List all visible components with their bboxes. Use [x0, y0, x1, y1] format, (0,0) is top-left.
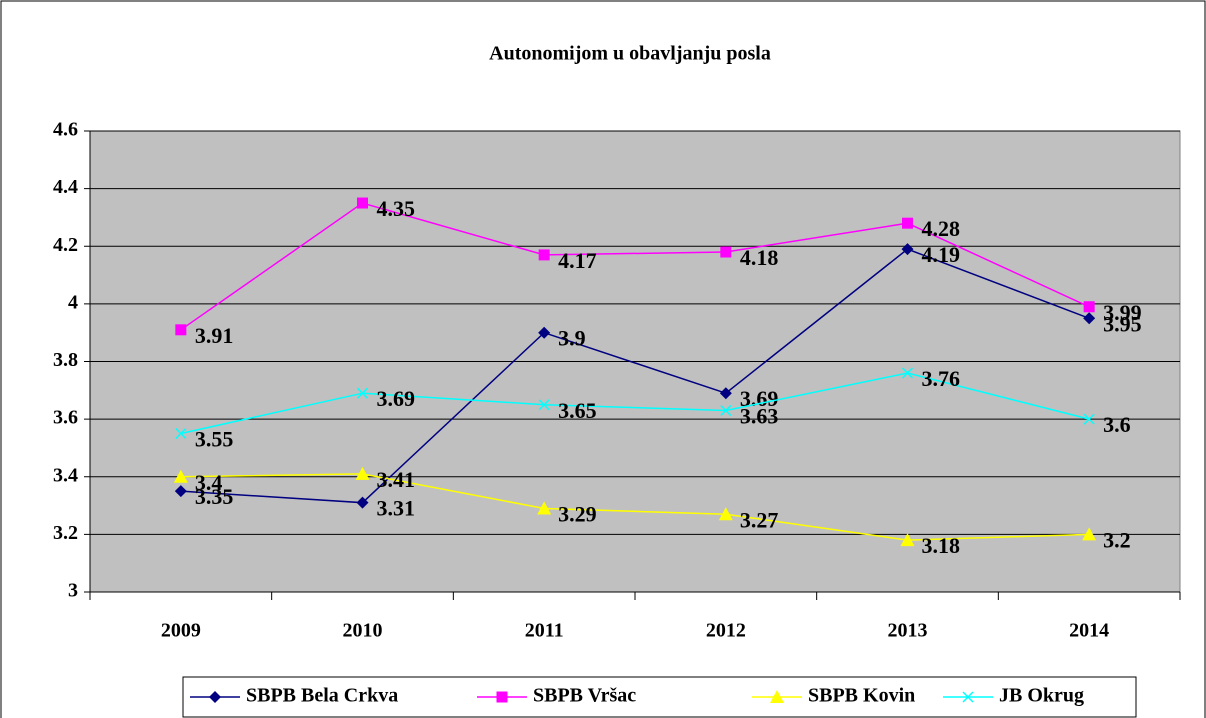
data-label: 4.28	[922, 216, 961, 241]
data-label: 3.31	[377, 496, 416, 521]
series-line	[180, 372, 1090, 435]
data-label: 3.69	[377, 386, 416, 411]
legend-label: SBPB Bela Crkva	[246, 685, 398, 707]
data-label: 3.63	[740, 404, 779, 429]
data-label: 3.41	[377, 467, 416, 492]
marker	[901, 367, 914, 379]
x-tick-label: 2012	[706, 620, 746, 642]
data-label: 3.69	[740, 386, 779, 411]
data-label: 3.9	[558, 326, 586, 351]
chart-title: Autonomijom u obavljanju posla	[489, 43, 771, 65]
marker	[175, 428, 187, 440]
legend-label: SBPB Kovin	[808, 685, 915, 707]
marker	[1083, 301, 1095, 313]
legend-label: SBPB Vršac	[533, 685, 636, 707]
marker	[901, 243, 914, 256]
data-label: 3.4	[195, 470, 223, 495]
marker	[174, 485, 187, 498]
marker	[355, 466, 370, 480]
marker	[175, 324, 187, 336]
legend-label: JB Okrug	[999, 685, 1084, 707]
marker	[496, 691, 508, 703]
marker	[356, 496, 369, 509]
marker	[962, 691, 974, 703]
marker	[357, 197, 368, 209]
y-tick-label: 3.8	[53, 349, 78, 371]
data-label: 3.2	[1103, 527, 1131, 552]
data-label: 4.18	[740, 245, 779, 270]
marker	[900, 533, 915, 547]
x-tick-label: 2009	[161, 620, 201, 642]
marker	[538, 399, 550, 411]
data-label: 4.17	[558, 248, 597, 273]
data-label: 3.55	[195, 427, 234, 452]
marker	[537, 501, 552, 515]
marker	[538, 249, 550, 261]
marker	[902, 217, 913, 229]
data-label: 3.35	[195, 484, 234, 509]
marker	[720, 404, 732, 417]
y-tick-label: 3.4	[53, 464, 78, 486]
data-label: 4.19	[922, 242, 961, 267]
marker	[770, 690, 784, 703]
y-tick-label: 4	[68, 291, 78, 313]
marker	[1083, 312, 1096, 325]
x-tick-label: 2013	[888, 620, 928, 642]
y-tick-label: 4.6	[53, 119, 78, 141]
x-tick-label: 2010	[343, 620, 383, 642]
data-label: 3.65	[558, 398, 597, 423]
data-label: 3.76	[922, 366, 961, 391]
marker	[719, 387, 732, 400]
series-line	[180, 473, 1090, 541]
data-label: 3.6	[1103, 412, 1131, 437]
y-tick-label: 3.2	[53, 522, 78, 544]
marker	[209, 691, 221, 703]
marker	[356, 387, 369, 399]
y-tick-label: 4.4	[53, 176, 78, 198]
data-label: 3.99	[1103, 300, 1142, 325]
series-line	[180, 248, 1090, 504]
data-label: 3.95	[1103, 311, 1142, 336]
marker	[1083, 413, 1095, 425]
marker	[720, 246, 732, 258]
data-label: 3.18	[922, 533, 961, 558]
marker	[1082, 527, 1097, 541]
series-line	[180, 202, 1090, 331]
data-label: 3.29	[558, 501, 597, 526]
data-label: 3.91	[195, 323, 234, 348]
marker	[173, 469, 188, 483]
marker	[538, 326, 551, 339]
x-tick-label: 2011	[525, 620, 564, 642]
y-tick-label: 3.6	[53, 407, 78, 429]
marker	[718, 507, 733, 521]
x-tick-label: 2014	[1069, 620, 1109, 642]
y-tick-label: 3	[68, 580, 78, 602]
data-label: 4.35	[377, 196, 416, 221]
y-tick-label: 4.2	[53, 234, 78, 256]
data-label: 3.27	[740, 507, 779, 532]
